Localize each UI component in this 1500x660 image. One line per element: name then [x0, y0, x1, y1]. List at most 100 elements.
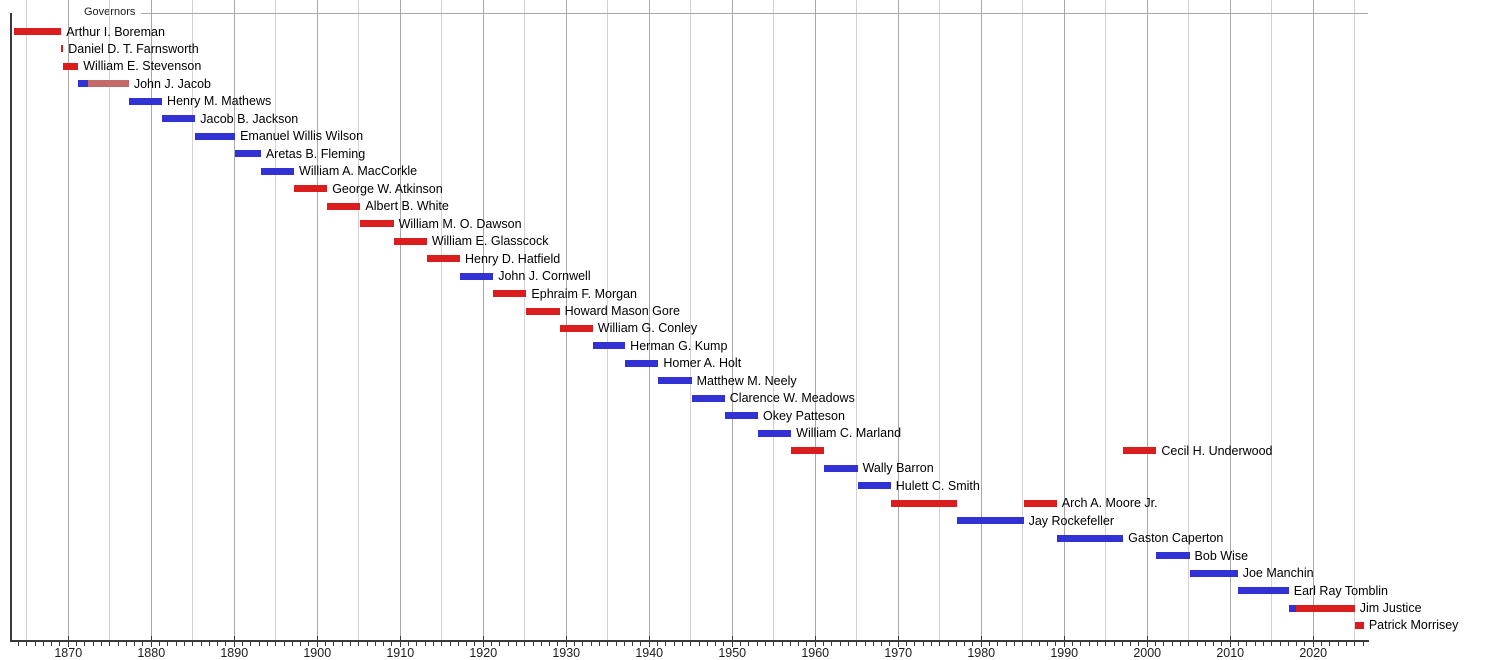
x-axis-major-tick-1890 [233, 636, 236, 647]
x-axis-minor-tick [847, 641, 849, 646]
x-axis-major-tick-1900 [316, 636, 319, 647]
term-bar-republican [61, 45, 64, 53]
governor-label: Ephraim F. Morgan [531, 286, 638, 301]
x-axis-minor-tick [789, 641, 791, 646]
gridline-minor-1935 [607, 0, 609, 641]
x-axis-minor-tick [34, 641, 36, 646]
x-axis-minor-tick [1105, 641, 1107, 646]
term-bar-democratic [162, 115, 196, 123]
x-axis-major-tick-2020 [1312, 636, 1315, 647]
x-axis-minor-tick [1005, 641, 1007, 646]
x-axis-minor-tick [598, 641, 600, 646]
x-axis-minor-tick [325, 641, 327, 646]
x-axis-minor-tick [1221, 641, 1223, 646]
x-axis-minor-tick [690, 641, 692, 646]
x-axis-minor-tick [1047, 641, 1049, 646]
gridline-minor-1975 [939, 0, 941, 641]
gridline-major-1960 [814, 0, 816, 641]
term-bar-democratic [1156, 552, 1190, 560]
x-axis-minor-tick [333, 641, 335, 646]
x-axis-minor-tick [1171, 641, 1173, 646]
x-axis-minor-tick [989, 641, 991, 646]
x-axis-tick-label-1960: 1960 [801, 646, 830, 660]
x-axis-tick-label-1910: 1910 [386, 646, 415, 660]
governor-label: Emanuel Willis Wilson [240, 129, 364, 144]
x-axis-minor-tick [1246, 641, 1248, 646]
x-axis-minor-tick [1238, 641, 1240, 646]
term-bar-democratic [235, 150, 261, 158]
term-bar-independent [88, 80, 129, 88]
x-axis-minor-tick [1321, 641, 1323, 646]
governor-label: Wally Barron [862, 461, 934, 476]
term-bar-republican [63, 62, 79, 70]
term-bar-democratic [757, 429, 792, 437]
x-axis-minor-tick [300, 641, 302, 646]
gridline-major-1910 [399, 0, 401, 641]
x-axis-minor-tick [84, 641, 86, 646]
term-bar-republican [1295, 604, 1355, 612]
x-axis-minor-tick [856, 641, 858, 646]
x-axis-minor-tick [906, 641, 908, 646]
x-axis-minor-tick [781, 641, 783, 646]
x-axis-major-tick-1870 [67, 636, 70, 647]
x-axis-minor-tick [242, 641, 244, 646]
x-axis-tick-label-2010: 2010 [1216, 646, 1245, 660]
x-axis-minor-tick [142, 641, 144, 646]
x-axis-minor-tick [1296, 641, 1298, 646]
x-axis-minor-tick [1088, 641, 1090, 646]
x-axis-minor-tick [1113, 641, 1115, 646]
gridline-minor-1865 [26, 0, 28, 641]
x-axis-tick-label-1990: 1990 [1050, 646, 1079, 660]
x-axis-minor-tick [441, 641, 443, 646]
x-axis-minor-tick [1204, 641, 1206, 646]
x-axis-tick-label-1930: 1930 [552, 646, 581, 660]
term-bar-democratic [1237, 587, 1289, 595]
term-bar-republican [360, 220, 394, 228]
governor-label: George W. Atkinson [332, 181, 443, 196]
gridline-major-2000 [1146, 0, 1148, 641]
x-axis-major-tick-1970 [897, 636, 900, 647]
x-axis-minor-tick [51, 641, 53, 646]
x-axis-minor-tick [1287, 641, 1289, 646]
gridline-minor-1955 [773, 0, 775, 641]
x-axis-minor-tick [549, 641, 551, 646]
term-bar-democratic [625, 359, 659, 367]
governor-label: Henry M. Mathews [167, 94, 272, 109]
x-axis-minor-tick [349, 641, 351, 646]
x-axis-major-tick-1940 [648, 636, 651, 647]
gridline-minor-1885 [192, 0, 194, 641]
term-bar-republican [1123, 447, 1157, 455]
x-axis-minor-tick [283, 641, 285, 646]
gridline-minor-1945 [690, 0, 692, 641]
x-axis-minor-tick [457, 641, 459, 646]
x-axis-minor-tick [183, 641, 185, 646]
x-axis-minor-tick [192, 641, 194, 646]
x-axis-minor-tick [449, 641, 451, 646]
x-axis-minor-tick [175, 641, 177, 646]
x-axis-minor-tick [275, 641, 277, 646]
x-axis-minor-tick [1362, 641, 1364, 646]
x-axis-minor-tick [706, 641, 708, 646]
term-bar-democratic [857, 482, 891, 490]
x-axis-minor-tick [391, 641, 393, 646]
gridline-minor-2025 [1354, 0, 1356, 641]
gridline-major-1980 [980, 0, 982, 641]
x-axis-minor-tick [1304, 641, 1306, 646]
gridline-major-1890 [233, 0, 235, 641]
term-bar-democratic [592, 342, 626, 350]
governor-label: William M. O. Dawson [398, 216, 522, 231]
x-axis-minor-tick [92, 641, 94, 646]
x-axis-tick-label-2000: 2000 [1133, 646, 1162, 660]
term-bar-republican [1354, 621, 1364, 629]
term-bar-democratic [260, 167, 294, 175]
governor-label: Howard Mason Gore [564, 304, 680, 319]
x-axis-minor-tick [1213, 641, 1215, 646]
term-bar-democratic [1056, 534, 1124, 542]
governor-label: Henry D. Hatfield [465, 251, 561, 266]
x-axis-minor-tick [383, 641, 385, 646]
governor-label: John J. Cornwell [498, 269, 591, 284]
x-axis-major-tick-2000 [1146, 636, 1149, 647]
x-axis-minor-tick [997, 641, 999, 646]
x-axis-tick-label-2020: 2020 [1299, 646, 1328, 660]
gridline-minor-1905 [358, 0, 360, 641]
